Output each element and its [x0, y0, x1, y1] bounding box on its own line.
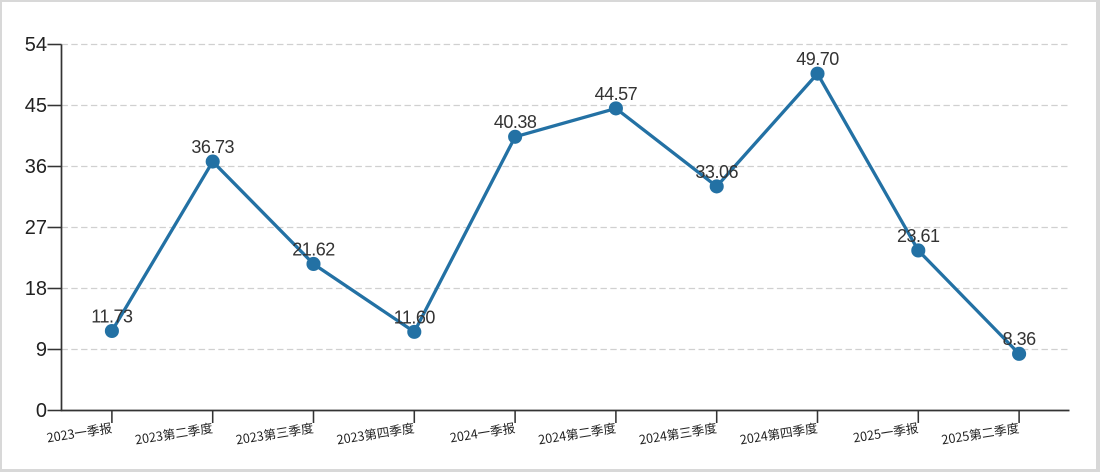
svg-text:36: 36 [25, 156, 47, 178]
svg-text:45: 45 [25, 95, 47, 117]
svg-text:36.73: 36.73 [191, 137, 234, 157]
svg-text:18: 18 [25, 278, 47, 300]
svg-text:44.57: 44.57 [595, 84, 638, 104]
svg-text:33.06: 33.06 [695, 162, 738, 182]
svg-text:49.70: 49.70 [796, 49, 839, 69]
svg-text:0: 0 [36, 400, 47, 422]
svg-text:11.60: 11.60 [394, 307, 436, 327]
svg-text:9: 9 [36, 339, 47, 361]
svg-text:8.36: 8.36 [1003, 329, 1037, 349]
svg-text:27: 27 [25, 217, 47, 239]
svg-text:11.73: 11.73 [91, 306, 133, 326]
svg-text:23.61: 23.61 [897, 226, 940, 246]
svg-text:54: 54 [25, 34, 47, 56]
svg-text:40.38: 40.38 [494, 112, 537, 132]
svg-text:21.62: 21.62 [292, 239, 335, 259]
